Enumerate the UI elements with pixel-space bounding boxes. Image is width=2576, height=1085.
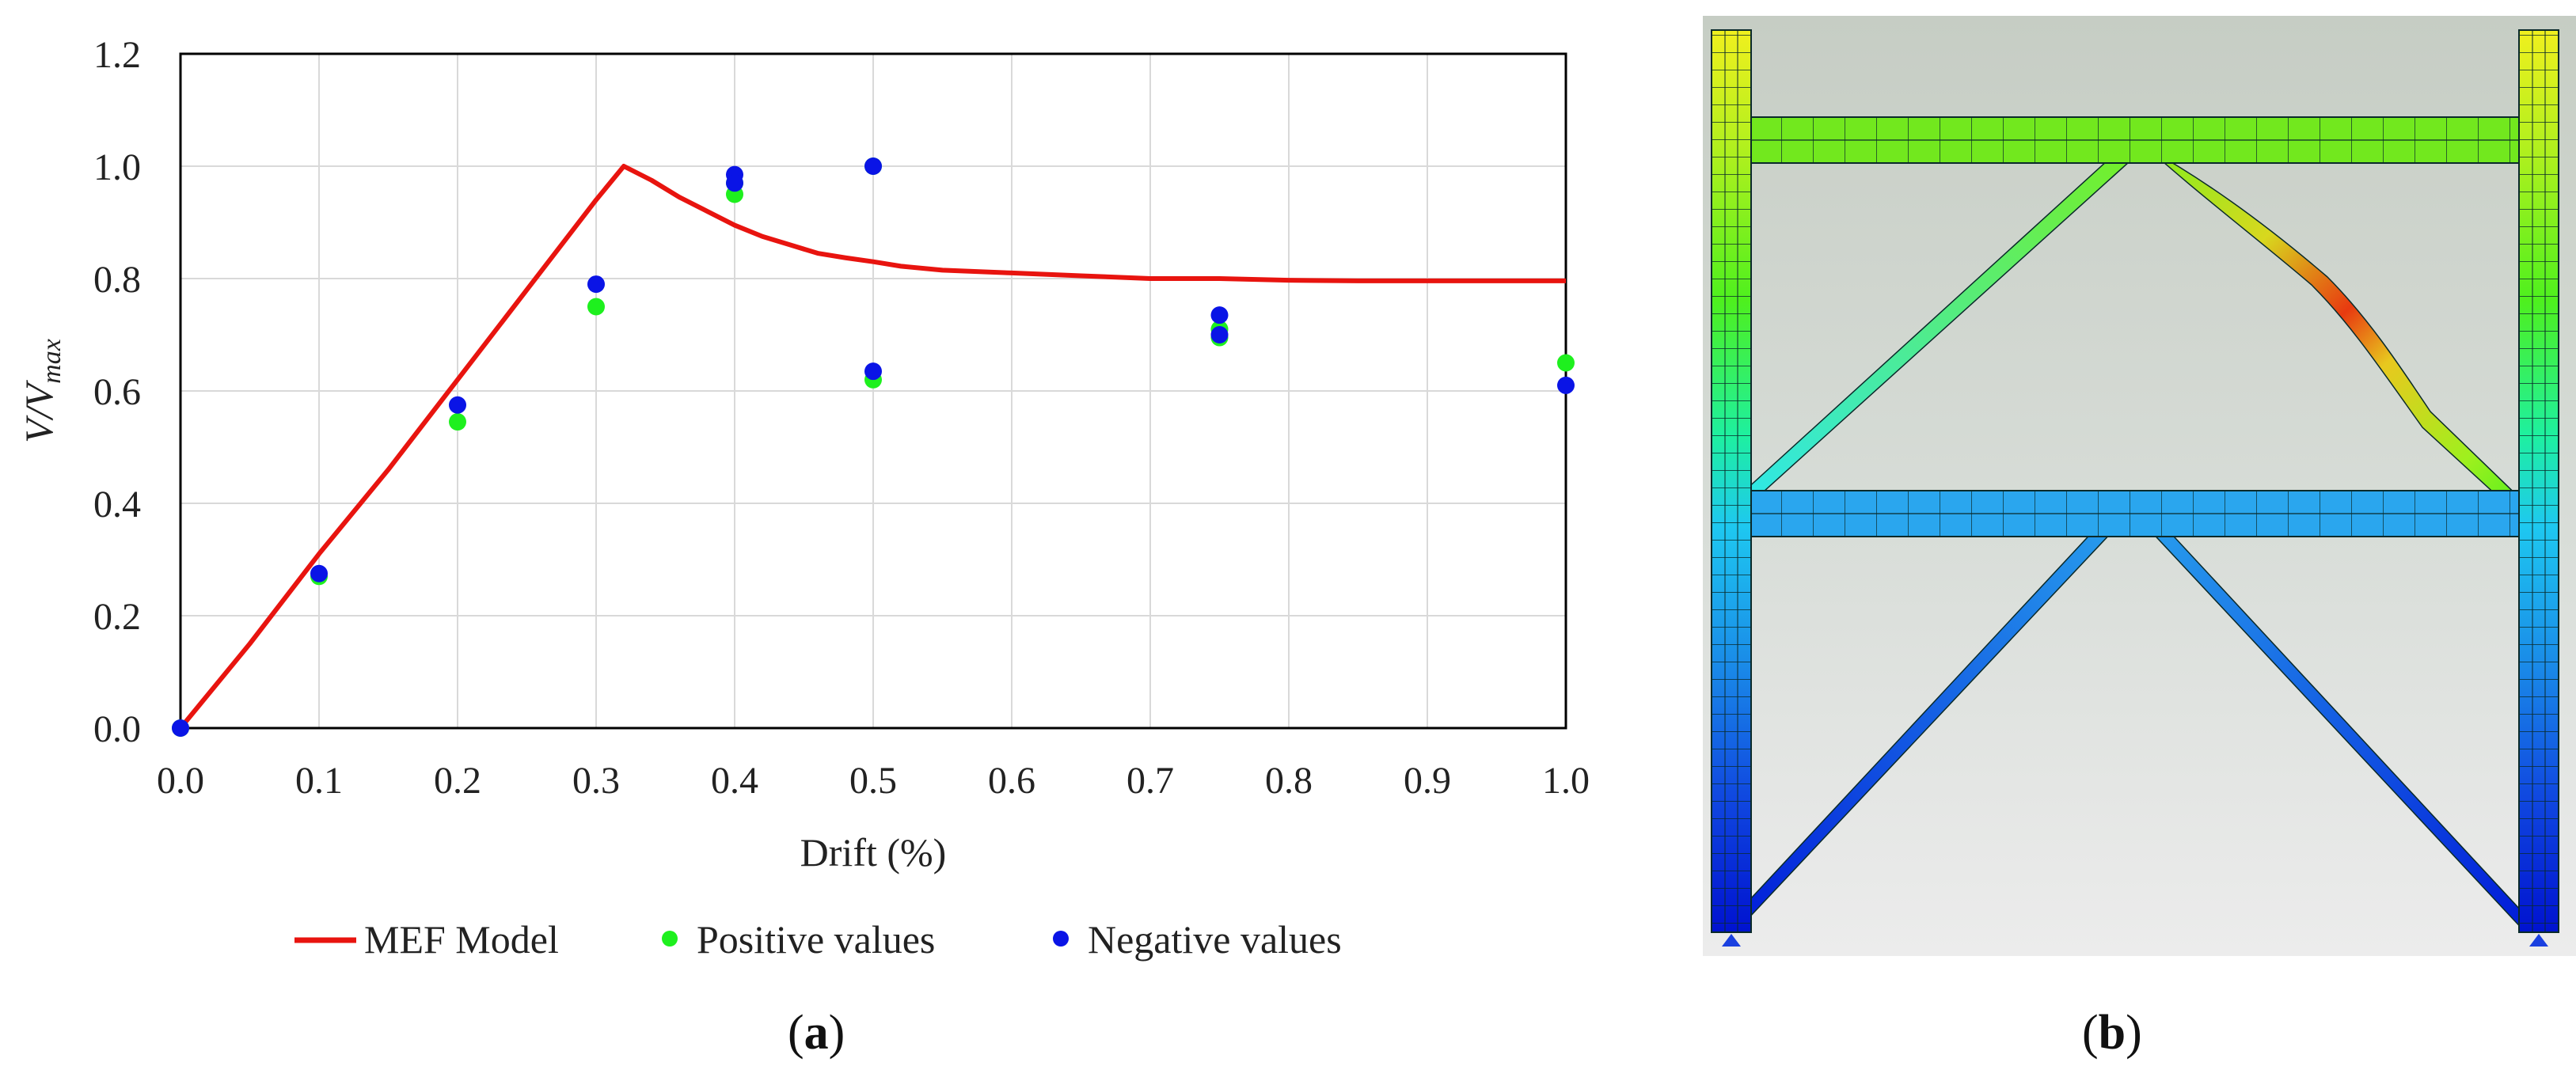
legend-marker-positive [662,931,678,947]
legend-label-mef: MEF Model [364,917,559,962]
x-tick-label: 0.5 [849,760,897,802]
point-negative [449,396,466,414]
x-tick-label: 0.6 [988,760,1035,802]
fem-model-image [1703,16,2576,956]
x-tick-label: 0.7 [1127,760,1174,802]
x-tick-label: 0.2 [434,760,481,802]
y-tick-label: 0.4 [93,484,141,525]
point-negative [864,362,882,381]
fem-beams [1741,116,2542,537]
x-tick-label: 0.0 [157,760,204,802]
panel-label-b: (b) [2082,1006,2142,1060]
point-positive [1557,354,1575,372]
x-axis-label: Drift (%) [800,830,947,874]
point-negative [310,564,328,582]
fem-supports [1722,934,2548,947]
panel-label-a: (a) [788,1006,845,1060]
point-positive [587,298,605,316]
y-tick-label: 0.0 [93,708,141,750]
chart: 0.0 0.2 0.4 0.6 0.8 1.0 1.2 0.0 0.1 0.2 0.3 0.4 0.5… [17,34,1590,962]
x-tick-label: 0.3 [572,760,620,802]
series-line-mef-model [178,164,1566,730]
support-right-icon [2529,934,2548,947]
fem-panel-b [1686,0,2576,1081]
grid [180,53,1567,729]
fem-columns [1711,29,2559,933]
x-tick-label: 0.9 [1404,760,1451,802]
y-axis-label-sub: max [37,339,66,384]
y-axis-label: V/Vmax [17,339,66,443]
y-tick-label: 1.0 [93,146,141,188]
point-positive [449,413,466,431]
x-tick-label: 0.1 [295,760,343,802]
point-negative [172,719,189,737]
x-tick-label: 0.8 [1265,760,1313,802]
point-negative [864,157,882,175]
chart-panel-a: 0.0 0.2 0.4 0.6 0.8 1.0 1.2 0.0 0.1 0.2 0.3 0.4 0.5… [17,34,1590,962]
point-negative [726,174,743,192]
series-layer [172,157,1575,737]
y-tick-label: 0.6 [93,371,141,413]
y-tick-label: 0.8 [93,259,141,301]
point-negative [1557,376,1575,394]
x-tick-label: 0.4 [711,760,758,802]
y-tick-label: 1.2 [93,34,141,76]
legend-marker-negative [1053,931,1069,947]
point-negative [1210,306,1229,324]
point-negative [1210,326,1229,343]
support-left-icon [1722,934,1741,947]
legend: MEF Model Positive values Negative value… [294,917,1342,962]
y-axis-label-main: V/V [17,379,61,442]
legend-label-negative: Negative values [1088,917,1342,962]
x-tick-label: 1.0 [1542,760,1590,802]
y-axis-ticks: 0.0 0.2 0.4 0.6 0.8 1.0 1.2 [93,34,141,750]
point-negative [587,275,605,294]
legend-label-positive: Positive values [697,917,935,962]
x-axis-ticks: 0.0 0.1 0.2 0.3 0.4 0.5 0.6 0.7 0.8 0.9 1.0 [157,760,1590,802]
y-tick-label: 0.2 [93,596,141,638]
